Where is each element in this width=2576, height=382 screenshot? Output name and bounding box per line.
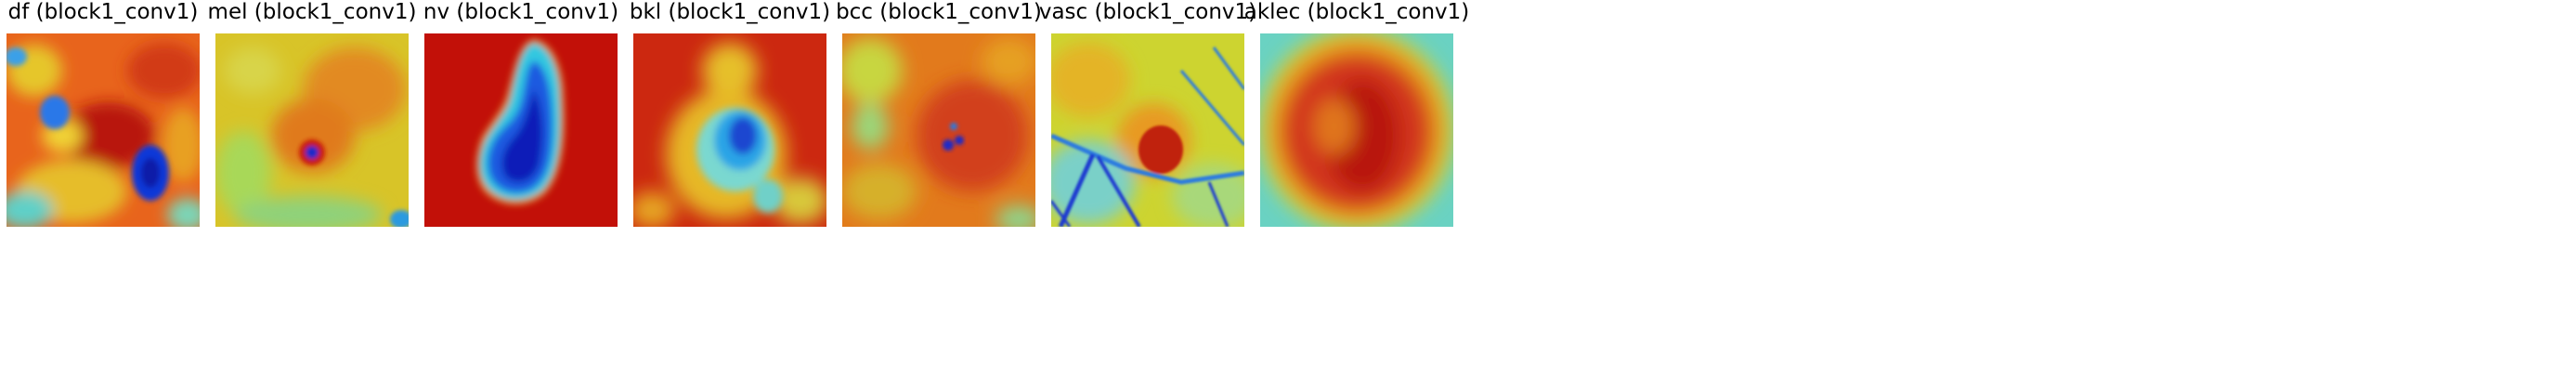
heatmap-image bbox=[1260, 33, 1453, 227]
heatmap-image bbox=[215, 33, 409, 227]
panel-title: df (block1_conv1) bbox=[7, 0, 199, 24]
panel-mel: mel (block1_conv1) bbox=[208, 0, 416, 382]
panel-title: vasc (block1_conv1) bbox=[1038, 0, 1257, 24]
panel-title: bkl (block1_conv1) bbox=[629, 0, 831, 24]
heatmap-image bbox=[842, 33, 1035, 227]
heatmap-image bbox=[633, 33, 826, 227]
panel-df: df (block1_conv1) bbox=[7, 0, 200, 382]
panel-title: nv (block1_conv1) bbox=[423, 0, 619, 24]
panel-bkl: bkl (block1_conv1) bbox=[630, 0, 830, 382]
panel-title: mel (block1_conv1) bbox=[207, 0, 417, 24]
panel-bcc: bcc (block1_conv1) bbox=[836, 0, 1042, 382]
panel-vasc: vasc (block1_conv1) bbox=[1039, 0, 1256, 382]
panel-nv: nv (block1_conv1) bbox=[423, 0, 618, 382]
heatmap-image bbox=[1051, 33, 1244, 227]
heatmap-image bbox=[424, 33, 618, 227]
panel-aklec: aklec (block1_conv1) bbox=[1244, 0, 1469, 382]
heatmap-image bbox=[7, 33, 200, 227]
panel-title: aklec (block1_conv1) bbox=[1243, 0, 1470, 24]
panel-title: bcc (block1_conv1) bbox=[836, 0, 1042, 24]
